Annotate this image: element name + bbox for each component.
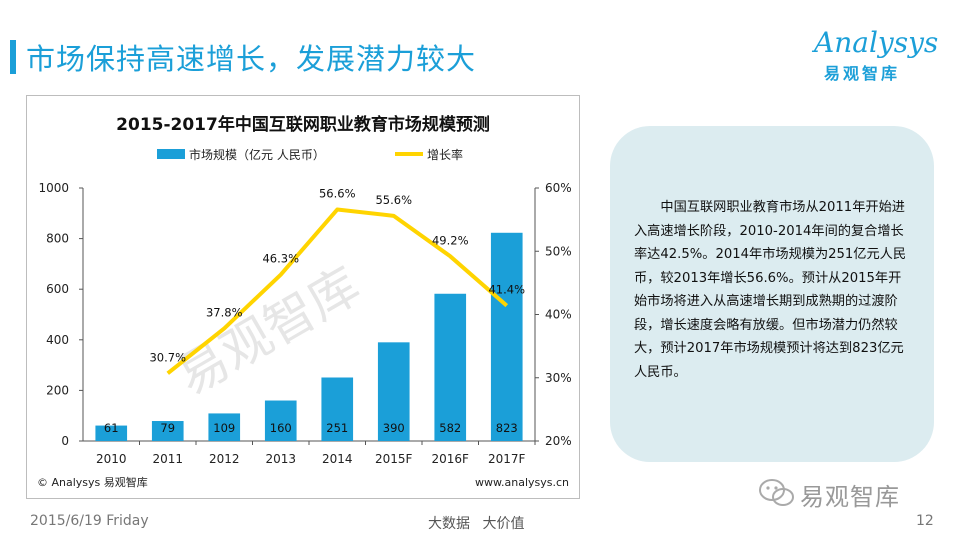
market-size-chart: 易观智库 2015-2017年中国互联网职业教育市场规模预测 市场规模（亿元 人… <box>37 114 572 489</box>
bar <box>208 413 241 441</box>
growth-rate-label: 55.6% <box>375 193 412 207</box>
y-tick-label: 400 <box>46 333 69 347</box>
bar <box>377 342 410 441</box>
wechat-label: 易观智库 <box>800 483 900 511</box>
growth-rate-label: 56.6% <box>319 187 356 201</box>
bar-value-label: 823 <box>496 421 518 435</box>
y2-tick-label: 30% <box>545 371 572 385</box>
bar-value-label: 160 <box>270 421 292 435</box>
bar-value-label: 61 <box>104 421 119 435</box>
legend-line-label: 增长率 <box>427 147 463 162</box>
legend-bar-swatch <box>157 149 185 159</box>
bar-value-label: 251 <box>326 421 348 435</box>
x-tick-label: 2013 <box>265 452 296 466</box>
bar <box>434 293 467 441</box>
bar-value-label: 109 <box>213 421 235 435</box>
footer-date: 2015/6/19 Friday <box>30 513 149 529</box>
wechat-watermark: 易观智库 <box>758 475 938 511</box>
chart-frame: 易观智库 2015-2017年中国互联网职业教育市场规模预测 市场规模（亿元 人… <box>26 95 580 499</box>
bar-value-label: 582 <box>439 421 461 435</box>
chart-title: 2015-2017年中国互联网职业教育市场规模预测 <box>116 114 490 135</box>
summary-text: 中国互联网职业教育市场从2011年开始进入高速增长阶段，2010-2014年间的… <box>634 200 907 380</box>
logo-text: Analysys <box>814 26 939 59</box>
page-title: 市场保持高速增长，发展潜力较大 <box>26 42 477 76</box>
summary-box: 中国互联网职业教育市场从2011年开始进入高速增长阶段，2010-2014年间的… <box>610 126 934 462</box>
bar <box>151 421 184 441</box>
y-tick-label: 1000 <box>38 181 69 195</box>
bar <box>321 377 354 441</box>
analysys-logo: Analysys 易观智库 <box>794 26 938 86</box>
x-tick-label: 2017F <box>488 452 526 466</box>
chart-source-left: © Analysys 易观智库 <box>37 475 148 489</box>
bar-value-label: 79 <box>160 421 175 435</box>
y2-tick-label: 20% <box>545 434 572 448</box>
y-tick-label: 0 <box>61 434 69 448</box>
bar <box>264 400 297 441</box>
growth-rate-label: 37.8% <box>206 305 243 319</box>
y-tick-label: 800 <box>46 232 69 246</box>
footer-slogan: 大数据 大价值 <box>428 516 525 532</box>
logo-subtitle: 易观智库 <box>824 64 901 83</box>
y2-tick-label: 40% <box>545 308 572 322</box>
y-tick-label: 200 <box>46 383 69 397</box>
growth-rate-label: 46.3% <box>262 252 299 266</box>
bar-value-label: 390 <box>383 421 405 435</box>
growth-rate-line <box>166 207 509 375</box>
x-tick-label: 2014 <box>322 452 353 466</box>
x-tick-label: 2015F <box>375 452 413 466</box>
x-tick-label: 2016F <box>432 452 470 466</box>
growth-rate-label: 49.2% <box>432 233 469 247</box>
bar <box>490 232 523 441</box>
y2-tick-label: 50% <box>545 244 572 258</box>
y2-tick-label: 60% <box>545 181 572 195</box>
growth-rate-label: 41.4% <box>488 283 525 297</box>
x-tick-label: 2012 <box>209 452 240 466</box>
legend-bar-label: 市场规模（亿元 人民币） <box>189 147 325 162</box>
wechat-icon <box>759 479 794 506</box>
y-tick-label: 600 <box>46 282 69 296</box>
chart-source-right: www.analysys.cn <box>475 476 569 489</box>
bar <box>95 425 128 441</box>
x-tick-label: 2010 <box>96 452 127 466</box>
page-number: 12 <box>916 513 934 529</box>
title-accent-bar <box>10 40 16 74</box>
x-tick-label: 2011 <box>152 452 183 466</box>
growth-rate-label: 30.7% <box>149 350 186 364</box>
